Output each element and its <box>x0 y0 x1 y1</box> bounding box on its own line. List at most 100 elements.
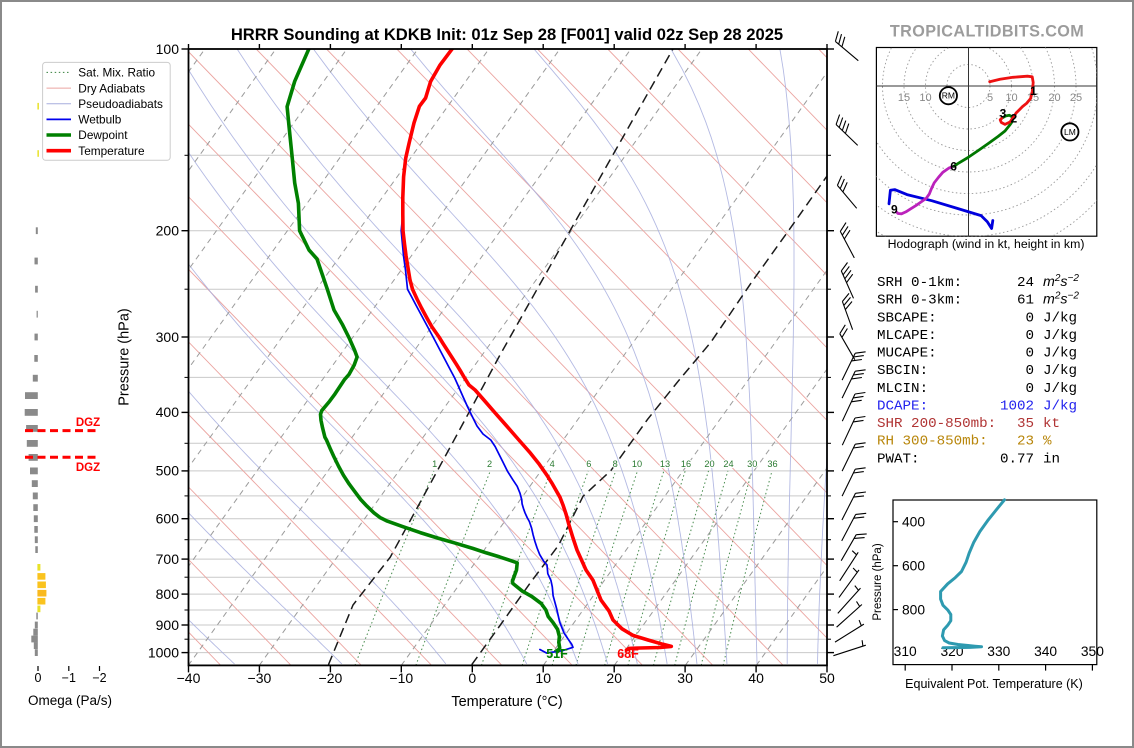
svg-text:Pressure (hPa): Pressure (hPa) <box>117 308 133 406</box>
svg-text:PWAT:: PWAT: <box>877 451 920 467</box>
svg-text:Temperature (°C): Temperature (°C) <box>451 694 562 710</box>
svg-text:−1: −1 <box>62 671 76 685</box>
svg-text:J/kg: J/kg <box>1043 363 1077 379</box>
svg-text:SRH 0-3km:: SRH 0-3km: <box>877 293 962 309</box>
svg-text:Hodograph (wind in kt, height: Hodograph (wind in kt, height in km) <box>888 237 1085 251</box>
svg-text:800: 800 <box>156 586 180 602</box>
svg-text:9: 9 <box>891 203 898 217</box>
svg-text:RH 300-850mb:: RH 300-850mb: <box>877 434 988 450</box>
svg-text:0: 0 <box>468 670 476 686</box>
svg-text:in: in <box>1043 451 1060 467</box>
svg-text:200: 200 <box>156 223 180 239</box>
svg-text:6: 6 <box>950 159 957 173</box>
svg-text:−30: −30 <box>248 670 272 686</box>
svg-text:5: 5 <box>987 92 993 104</box>
svg-text:%: % <box>1043 434 1052 450</box>
svg-text:0: 0 <box>35 671 42 685</box>
svg-text:DCAPE:: DCAPE: <box>877 398 928 414</box>
svg-text:J/kg: J/kg <box>1043 381 1077 397</box>
svg-text:SBCIN:: SBCIN: <box>877 363 928 379</box>
svg-text:350: 350 <box>1081 644 1104 659</box>
svg-text:10: 10 <box>1005 92 1017 104</box>
svg-text:6: 6 <box>586 459 591 469</box>
svg-text:310: 310 <box>894 644 917 659</box>
svg-text:50: 50 <box>819 670 835 686</box>
svg-text:51F: 51F <box>546 647 568 661</box>
svg-text:−40: −40 <box>177 670 201 686</box>
svg-text:700: 700 <box>156 551 180 567</box>
svg-text:−20: −20 <box>319 670 343 686</box>
svg-text:Sat. Mix. Ratio: Sat. Mix. Ratio <box>78 66 155 80</box>
svg-text:SHR 200-850mb:: SHR 200-850mb: <box>877 416 996 432</box>
svg-text:kt: kt <box>1043 416 1060 432</box>
svg-text:J/kg: J/kg <box>1043 310 1077 326</box>
svg-text:DGZ: DGZ <box>76 417 100 429</box>
svg-text:10: 10 <box>632 459 642 469</box>
svg-text:1: 1 <box>432 459 437 469</box>
svg-text:24: 24 <box>723 459 733 469</box>
svg-text:1: 1 <box>1030 84 1037 98</box>
svg-text:1002: 1002 <box>1000 398 1034 414</box>
svg-text:Pseudoadiabats: Pseudoadiabats <box>78 97 163 111</box>
svg-text:Omega (Pa/s): Omega (Pa/s) <box>28 693 112 708</box>
svg-text:8: 8 <box>613 459 618 469</box>
svg-text:900: 900 <box>156 617 180 633</box>
svg-text:61: 61 <box>1017 293 1034 309</box>
svg-text:J/kg: J/kg <box>1043 346 1077 362</box>
svg-text:Temperature: Temperature <box>78 144 145 158</box>
svg-text:30: 30 <box>677 670 693 686</box>
svg-text:2: 2 <box>1010 112 1017 126</box>
svg-text:−2: −2 <box>92 671 106 685</box>
svg-text:RM: RM <box>942 91 955 101</box>
svg-text:35: 35 <box>1017 416 1034 432</box>
svg-text:J/kg: J/kg <box>1043 398 1077 414</box>
svg-text:24: 24 <box>1017 275 1034 291</box>
svg-text:500: 500 <box>156 463 180 479</box>
svg-text:LM: LM <box>1064 127 1076 137</box>
svg-text:400: 400 <box>902 515 925 530</box>
svg-text:300: 300 <box>156 329 180 345</box>
svg-text:10: 10 <box>535 670 551 686</box>
svg-text:SRH 0-1km:: SRH 0-1km: <box>877 275 962 291</box>
svg-text:10: 10 <box>919 92 931 104</box>
svg-text:Dry Adiabats: Dry Adiabats <box>78 81 145 95</box>
svg-text:DGZ: DGZ <box>76 462 100 474</box>
svg-text:HRRR Sounding at KDKB Init: 01: HRRR Sounding at KDKB Init: 01z Sep 28 [… <box>231 25 783 44</box>
svg-text:0: 0 <box>1025 346 1034 362</box>
svg-text:Equivalent Pot. Temperature (K: Equivalent Pot. Temperature (K) <box>905 677 1083 691</box>
svg-text:36: 36 <box>767 459 777 469</box>
svg-text:400: 400 <box>156 404 180 420</box>
svg-text:0: 0 <box>1025 363 1034 379</box>
svg-text:TROPICALTIDBITS.COM: TROPICALTIDBITS.COM <box>890 23 1084 41</box>
svg-text:J/kg: J/kg <box>1043 328 1077 344</box>
svg-text:340: 340 <box>1034 644 1057 659</box>
svg-text:330: 330 <box>987 644 1010 659</box>
svg-text:Wetbulb: Wetbulb <box>78 113 122 127</box>
svg-text:Dewpoint: Dewpoint <box>78 128 128 142</box>
svg-text:800: 800 <box>902 603 925 618</box>
svg-text:20: 20 <box>606 670 622 686</box>
svg-text:SBCAPE:: SBCAPE: <box>877 310 937 326</box>
svg-text:0: 0 <box>1025 381 1034 397</box>
svg-text:15: 15 <box>898 92 910 104</box>
svg-text:0.77: 0.77 <box>1000 451 1034 467</box>
svg-text:2: 2 <box>487 459 492 469</box>
svg-text:40: 40 <box>748 670 764 686</box>
svg-text:0: 0 <box>1025 328 1034 344</box>
svg-text:23: 23 <box>1017 434 1034 450</box>
svg-text:68F: 68F <box>617 647 639 661</box>
svg-text:MUCAPE:: MUCAPE: <box>877 346 937 362</box>
svg-text:20: 20 <box>704 459 714 469</box>
svg-text:30: 30 <box>747 459 757 469</box>
svg-text:1000: 1000 <box>148 644 179 660</box>
svg-text:Pressure (hPa): Pressure (hPa) <box>872 543 884 621</box>
svg-text:600: 600 <box>156 511 180 527</box>
svg-text:MLCAPE:: MLCAPE: <box>877 328 937 344</box>
svg-text:100: 100 <box>156 41 180 57</box>
svg-text:20: 20 <box>1048 92 1060 104</box>
svg-text:4: 4 <box>550 459 555 469</box>
svg-text:0: 0 <box>1025 310 1034 326</box>
svg-text:16: 16 <box>681 459 691 469</box>
svg-text:13: 13 <box>660 459 670 469</box>
svg-text:3: 3 <box>1000 106 1007 120</box>
